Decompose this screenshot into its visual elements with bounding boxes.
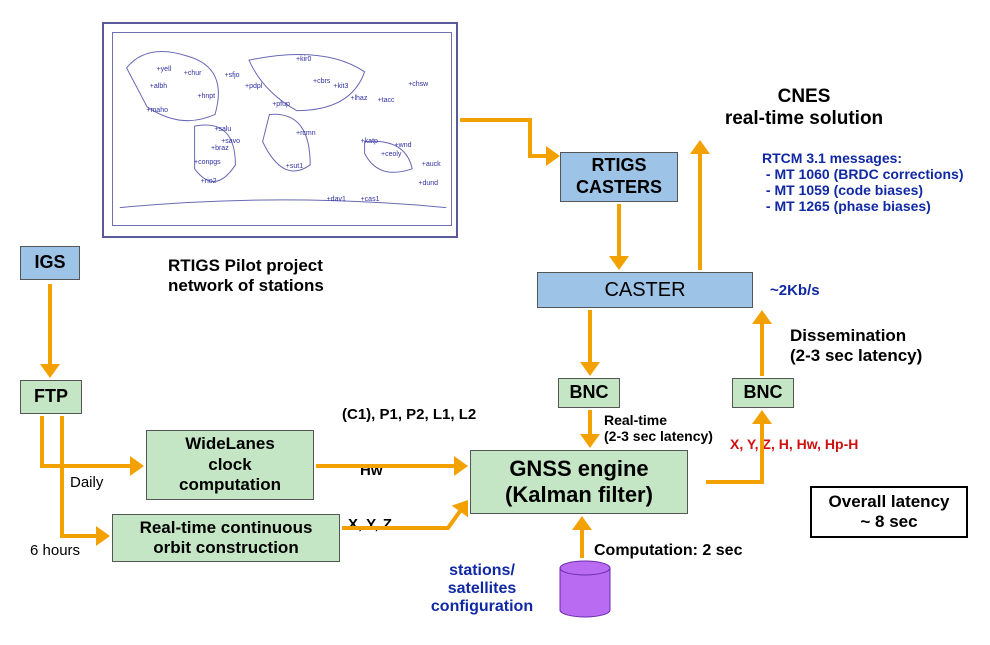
- label-computation: Computation: 2 sec: [594, 542, 742, 560]
- map-station: +cas1: [361, 196, 380, 203]
- node-ftp: FTP: [20, 380, 82, 414]
- label-rtcm: RTCM 3.1 messages: - MT 1060 (BRDC corre…: [762, 150, 963, 214]
- label-dissemination: Dissemination (2-3 sec latency): [790, 326, 922, 366]
- map-station: +chsw: [408, 81, 428, 88]
- map-station: +yell: [157, 66, 172, 73]
- label-config: stations/ satellites configuration: [412, 562, 552, 616]
- node-rtigs: RTIGS CASTERS: [560, 152, 678, 202]
- map-caption: RTIGS Pilot project network of stations: [168, 256, 324, 296]
- node-igs: IGS: [20, 246, 80, 280]
- map-station: +sut1: [286, 163, 303, 170]
- label-c1p1: (C1), P1, P2, L1, L2: [342, 406, 476, 423]
- arrow-ftp-to-wide: [42, 416, 136, 466]
- node-gnss: GNSS engine (Kalman filter): [470, 450, 688, 514]
- map-station: +rcmn: [296, 130, 316, 137]
- label-sixhours: 6 hours: [30, 542, 80, 559]
- node-orbit: Real-time continuous orbit construction: [112, 514, 340, 562]
- label-xyz: X, Y, Z: [348, 516, 392, 533]
- label-kbps: ~2Kb/s: [770, 282, 820, 299]
- map-station: +auck: [422, 161, 441, 168]
- node-caster: CASTER: [537, 272, 753, 308]
- map-station: +dav1: [327, 196, 346, 203]
- map-station: +hnpt: [197, 93, 215, 100]
- db-cylinder: [558, 560, 612, 620]
- node-latency_box: Overall latency ~ 8 sec: [810, 486, 968, 538]
- map-station: +kir0: [296, 56, 311, 63]
- map-station: +braz: [211, 145, 229, 152]
- map-station: +cbrs: [313, 78, 330, 85]
- map-station: +wnd: [395, 142, 412, 149]
- map-station: +katp: [361, 138, 378, 145]
- map-station: +chur: [184, 70, 202, 77]
- map-station: +albh: [150, 83, 167, 90]
- map-station: +salu: [214, 126, 231, 133]
- label-xyzh: X, Y, Z, H, Hw, Hp-H: [730, 436, 858, 452]
- map-station: +maho: [146, 107, 168, 114]
- map-box: +kir0 +yell +chur +albh +hnpt +maho +salu +savo…: [102, 22, 458, 238]
- map-station: +tacc: [378, 97, 395, 104]
- map-station: +savo: [221, 138, 240, 145]
- map-station: +ceoly: [381, 151, 401, 158]
- arrow-map-to-rtigs: [460, 120, 552, 156]
- map-station: +pfup: [272, 101, 290, 108]
- map-station: +conpgs: [194, 159, 221, 166]
- map-station: +pdpl: [245, 83, 262, 90]
- label-daily: Daily: [70, 474, 103, 491]
- map-station: +kit3: [333, 83, 348, 90]
- label-hw: Hw: [360, 462, 383, 479]
- node-widelanes: WideLanes clock computation: [146, 430, 314, 500]
- map-station: +rio2: [201, 178, 217, 185]
- map-station: +dund: [418, 180, 438, 187]
- node-bnc_right: BNC: [732, 378, 794, 408]
- label-realtime_lat: Real-time (2-3 sec latency): [604, 412, 713, 444]
- node-bnc_left: BNC: [558, 378, 620, 408]
- map-station: +sfjo: [225, 72, 240, 79]
- label-cnes_title: CNES real-time solution: [694, 86, 914, 130]
- map-station: +lhaz: [350, 95, 367, 102]
